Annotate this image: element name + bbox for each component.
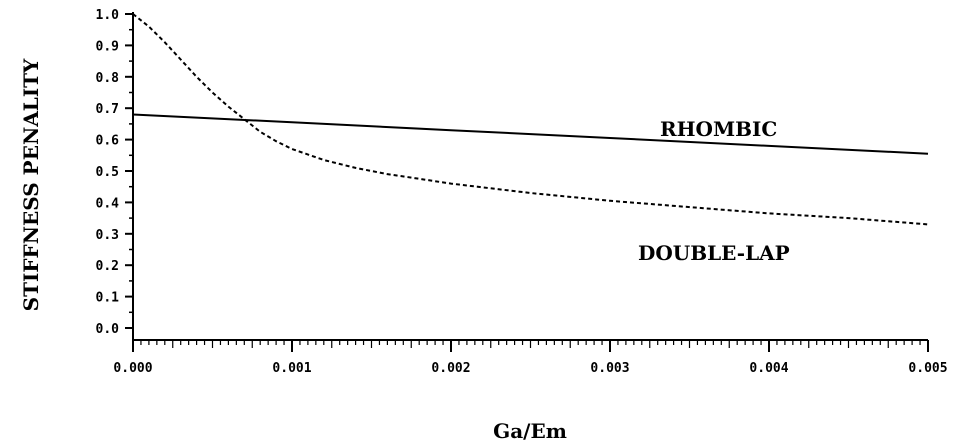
x-tick-label: 0.003 xyxy=(590,361,629,376)
x-ticks: 0.000 0.001 0.002 0.003 0.004 0.005 xyxy=(113,340,948,376)
y-tick-label: 0.9 xyxy=(96,39,119,54)
x-axis-title: Ga/Em xyxy=(493,419,567,443)
axes xyxy=(132,12,928,341)
series-label-double-lap: DOUBLE-LAP xyxy=(638,241,790,265)
y-tick-label: 0.6 xyxy=(96,134,120,149)
y-tick-label: 0.4 xyxy=(96,196,120,211)
y-tick-label: 0.0 xyxy=(96,322,120,337)
y-tick-label: 0.7 xyxy=(96,102,119,117)
series-layer xyxy=(132,13,929,226)
y-ticks: 0.0 0.1 0.2 0.3 0.4 0.5 0.6 0.7 0.8 0.9 1.0 xyxy=(96,8,133,337)
series-line-double-lap xyxy=(132,13,929,226)
x-tick-label: 0.000 xyxy=(113,361,152,376)
y-tick-label: 0.2 xyxy=(96,259,119,274)
series-label-rhombic: RHOMBIC xyxy=(660,117,777,141)
x-tick-label: 0.002 xyxy=(431,361,470,376)
y-axis-title: STIFFNESS PENALITY xyxy=(19,58,43,311)
x-tick-label: 0.005 xyxy=(908,361,947,376)
x-tick-label: 0.004 xyxy=(749,361,788,376)
y-tick-label: 0.3 xyxy=(96,228,119,243)
y-tick-label: 0.8 xyxy=(96,71,120,86)
x-tick-label: 0.001 xyxy=(272,361,311,376)
series-line-rhombic xyxy=(132,113,929,155)
y-tick-label: 1.0 xyxy=(96,8,120,23)
y-tick-label: 0.1 xyxy=(96,291,120,306)
y-tick-label: 0.5 xyxy=(96,165,119,180)
